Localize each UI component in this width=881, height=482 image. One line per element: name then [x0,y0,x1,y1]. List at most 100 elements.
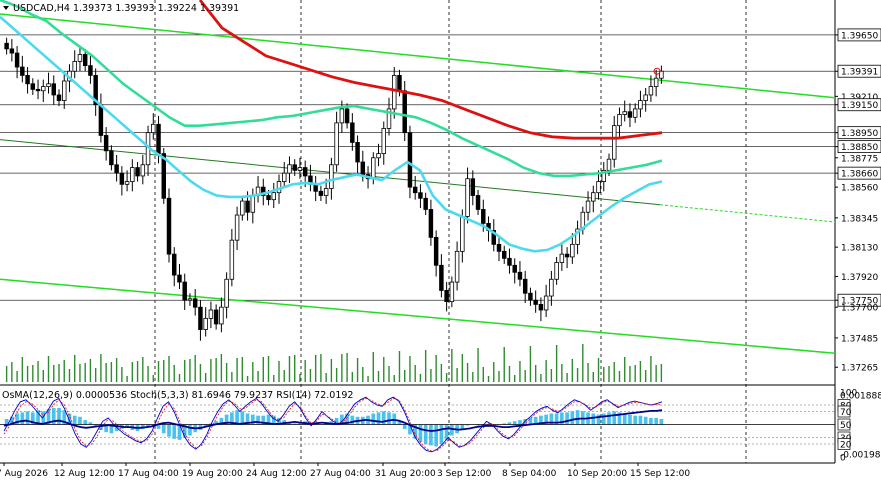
candle [98,93,104,143]
candle-body [648,86,654,96]
candle [454,241,460,291]
sub-tick-label: 20 [840,441,852,451]
candle [41,79,46,102]
candle-body [103,135,109,152]
candle [182,273,187,310]
candle-body [98,104,104,136]
candle [114,154,119,182]
candle-body [381,128,386,155]
candle-body [135,167,140,177]
candle [25,67,30,94]
candle [240,195,245,221]
candle [308,164,313,192]
candle [528,287,533,306]
candle-body [187,298,193,301]
candle-body [192,298,198,308]
candle [119,166,125,196]
candle-body [109,150,114,166]
candle [449,276,455,308]
sub-label-box [837,438,851,450]
candle-body [250,195,256,213]
rsi-line [3,409,663,432]
candle [407,125,413,199]
stoch-signal-line [3,398,663,452]
candle-body [591,192,596,202]
candle-body [470,178,476,196]
candle [428,199,434,246]
candle-body [412,186,418,194]
candle-body [360,161,366,175]
candle-body [77,54,83,62]
candle [554,256,559,285]
candle-body [528,292,533,301]
candle [376,143,381,167]
candle-body [30,83,36,90]
candle-body [632,108,638,118]
candle [261,178,266,206]
candle-body [25,75,30,85]
candle-body [266,195,271,201]
candle-body [502,250,507,259]
candle-body [166,197,172,255]
candle-body [224,278,229,308]
candle [517,261,523,287]
candle-body [465,178,470,217]
candle [187,293,193,306]
candle-body [517,271,523,280]
candle [140,154,146,185]
candle-body [4,42,9,50]
candle-body [564,253,570,258]
candle-body [392,75,397,110]
candle [203,307,208,337]
candle-body [612,125,617,160]
candle-body [638,100,643,110]
candle-body [538,304,544,311]
sub-label-box [837,405,851,418]
time-tick-label: 3 Sep 12:00 [437,469,492,479]
candle [313,175,318,202]
candle [538,297,544,322]
last-price-marker [653,67,661,75]
price-tick-label: 1.37485 [841,334,878,344]
candle-body [407,132,413,188]
candle [14,46,20,79]
candle [507,248,512,274]
mid-trend-extension [659,204,836,223]
candle-body [208,309,214,319]
candle-body [130,167,135,182]
candle [172,247,177,287]
candle-body [124,181,130,185]
candle-body [344,108,350,124]
candle-body [622,111,627,115]
sub-tick-label: 70 [840,408,852,418]
price-tick-label: 1.37700 [841,304,878,314]
candle-body [140,164,146,177]
title-layer: USDCAD,H4 1.39373 1.39393 1.39224 1.3939… [2,3,353,401]
candle-body [439,264,444,291]
price-label-box [837,28,881,42]
candle-body [475,195,481,210]
candle [208,301,214,329]
candle [130,159,135,192]
candle-body [172,253,177,276]
candle [423,192,428,216]
candle-body [627,111,633,118]
candle [103,127,109,161]
symbol-dropdown-icon[interactable] [3,6,9,10]
price-tick-label: 1.38130 [841,244,878,254]
candle [502,245,507,264]
sub-label-box [837,418,851,431]
candle [250,188,256,224]
candle [622,100,627,122]
candle [318,185,324,202]
candle [632,103,638,123]
candle [224,272,229,319]
ma-fast-line [0,15,663,253]
candle-body [549,278,554,297]
candle-body [72,61,77,72]
candle [638,90,643,118]
candle-body [177,274,182,283]
price-tick-label: 1.38560 [841,184,878,194]
